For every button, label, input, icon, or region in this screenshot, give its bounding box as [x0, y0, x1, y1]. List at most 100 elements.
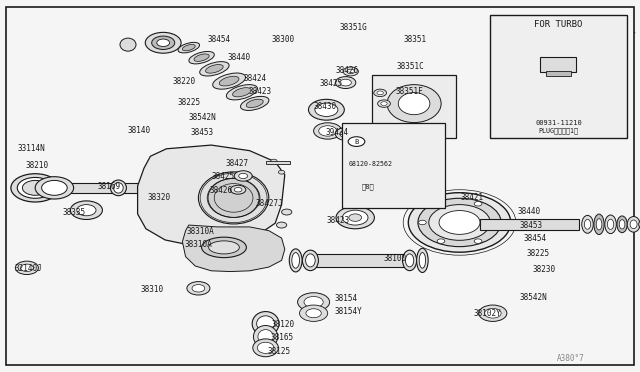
Text: 38230: 38230	[532, 265, 556, 274]
Circle shape	[347, 69, 355, 74]
Text: 38351: 38351	[403, 35, 426, 44]
Circle shape	[11, 174, 60, 202]
Circle shape	[377, 91, 383, 95]
Ellipse shape	[596, 219, 602, 230]
Circle shape	[298, 293, 330, 311]
Ellipse shape	[220, 76, 239, 86]
Ellipse shape	[387, 85, 441, 123]
Text: 38225: 38225	[526, 249, 549, 258]
Text: 38454: 38454	[524, 234, 547, 243]
Circle shape	[22, 180, 48, 195]
Text: 38427: 38427	[225, 159, 248, 168]
Circle shape	[278, 170, 285, 174]
Text: 38100: 38100	[384, 254, 407, 263]
Text: 38140: 38140	[128, 126, 151, 135]
Text: 38310: 38310	[141, 285, 164, 294]
Text: 38351F: 38351F	[396, 87, 423, 96]
Ellipse shape	[630, 220, 637, 229]
Text: 38320: 38320	[147, 193, 170, 202]
Text: 33114N: 33114N	[18, 144, 45, 153]
Ellipse shape	[200, 62, 229, 76]
Circle shape	[276, 222, 287, 228]
Bar	[490, 15, 627, 138]
Circle shape	[374, 89, 387, 97]
Ellipse shape	[212, 73, 246, 89]
Ellipse shape	[253, 339, 278, 357]
Text: PLUGプラグ（1）: PLUGプラグ（1）	[538, 127, 579, 134]
Circle shape	[429, 205, 490, 240]
Text: 38426: 38426	[210, 186, 233, 195]
Circle shape	[319, 126, 337, 136]
Text: 38300: 38300	[272, 35, 295, 44]
Text: 08120-82562: 08120-82562	[349, 161, 393, 167]
Ellipse shape	[594, 214, 604, 234]
Circle shape	[42, 180, 67, 195]
Text: 38310A: 38310A	[187, 227, 214, 236]
Bar	[480, 219, 579, 230]
Text: 38440: 38440	[227, 53, 250, 62]
Circle shape	[349, 214, 362, 221]
Circle shape	[234, 171, 252, 181]
Bar	[118, 126, 336, 292]
Ellipse shape	[110, 180, 127, 196]
Ellipse shape	[252, 312, 279, 336]
Text: 38454: 38454	[208, 35, 231, 44]
Circle shape	[308, 99, 344, 120]
Circle shape	[408, 193, 511, 252]
Ellipse shape	[148, 182, 159, 194]
Ellipse shape	[605, 215, 616, 234]
Ellipse shape	[620, 220, 625, 229]
Circle shape	[282, 209, 292, 215]
Ellipse shape	[146, 179, 161, 197]
Circle shape	[315, 103, 338, 116]
Bar	[224, 223, 435, 350]
Text: 39424: 39424	[325, 128, 348, 137]
Circle shape	[348, 137, 365, 147]
Text: 38120: 38120	[272, 320, 295, 329]
Circle shape	[437, 239, 445, 243]
Ellipse shape	[194, 54, 209, 61]
Circle shape	[343, 67, 358, 76]
Ellipse shape	[253, 326, 278, 348]
Ellipse shape	[120, 38, 136, 51]
Circle shape	[335, 127, 358, 141]
Polygon shape	[138, 145, 285, 246]
Bar	[540, 57, 577, 72]
Text: 38424: 38424	[243, 74, 266, 83]
Text: 38154Y: 38154Y	[334, 307, 362, 316]
Text: 38210: 38210	[26, 161, 49, 170]
Circle shape	[314, 123, 342, 139]
Ellipse shape	[246, 99, 263, 108]
Ellipse shape	[607, 219, 614, 230]
Text: 38154: 38154	[334, 294, 357, 303]
Circle shape	[77, 205, 96, 216]
Text: 38335: 38335	[63, 208, 86, 217]
Circle shape	[20, 264, 33, 272]
Circle shape	[479, 305, 507, 321]
Text: 38125: 38125	[268, 347, 291, 356]
Text: 38225: 38225	[178, 98, 201, 107]
Ellipse shape	[241, 96, 269, 110]
Circle shape	[639, 216, 640, 232]
Text: 38453: 38453	[191, 128, 214, 137]
Circle shape	[474, 202, 482, 206]
Ellipse shape	[232, 88, 252, 97]
Text: 38542N: 38542N	[189, 113, 216, 122]
Circle shape	[342, 210, 368, 225]
Circle shape	[17, 177, 53, 198]
Ellipse shape	[114, 183, 123, 193]
Circle shape	[381, 102, 387, 106]
Polygon shape	[182, 225, 285, 272]
Circle shape	[230, 185, 246, 194]
Text: 38351C: 38351C	[397, 62, 424, 71]
Circle shape	[437, 202, 445, 206]
Circle shape	[192, 285, 205, 292]
Circle shape	[70, 201, 102, 219]
Text: A380°7: A380°7	[557, 355, 584, 363]
Ellipse shape	[419, 253, 426, 268]
Ellipse shape	[289, 249, 302, 272]
Ellipse shape	[417, 248, 428, 272]
Circle shape	[340, 130, 354, 138]
Circle shape	[439, 211, 480, 234]
Text: B: B	[355, 139, 358, 145]
